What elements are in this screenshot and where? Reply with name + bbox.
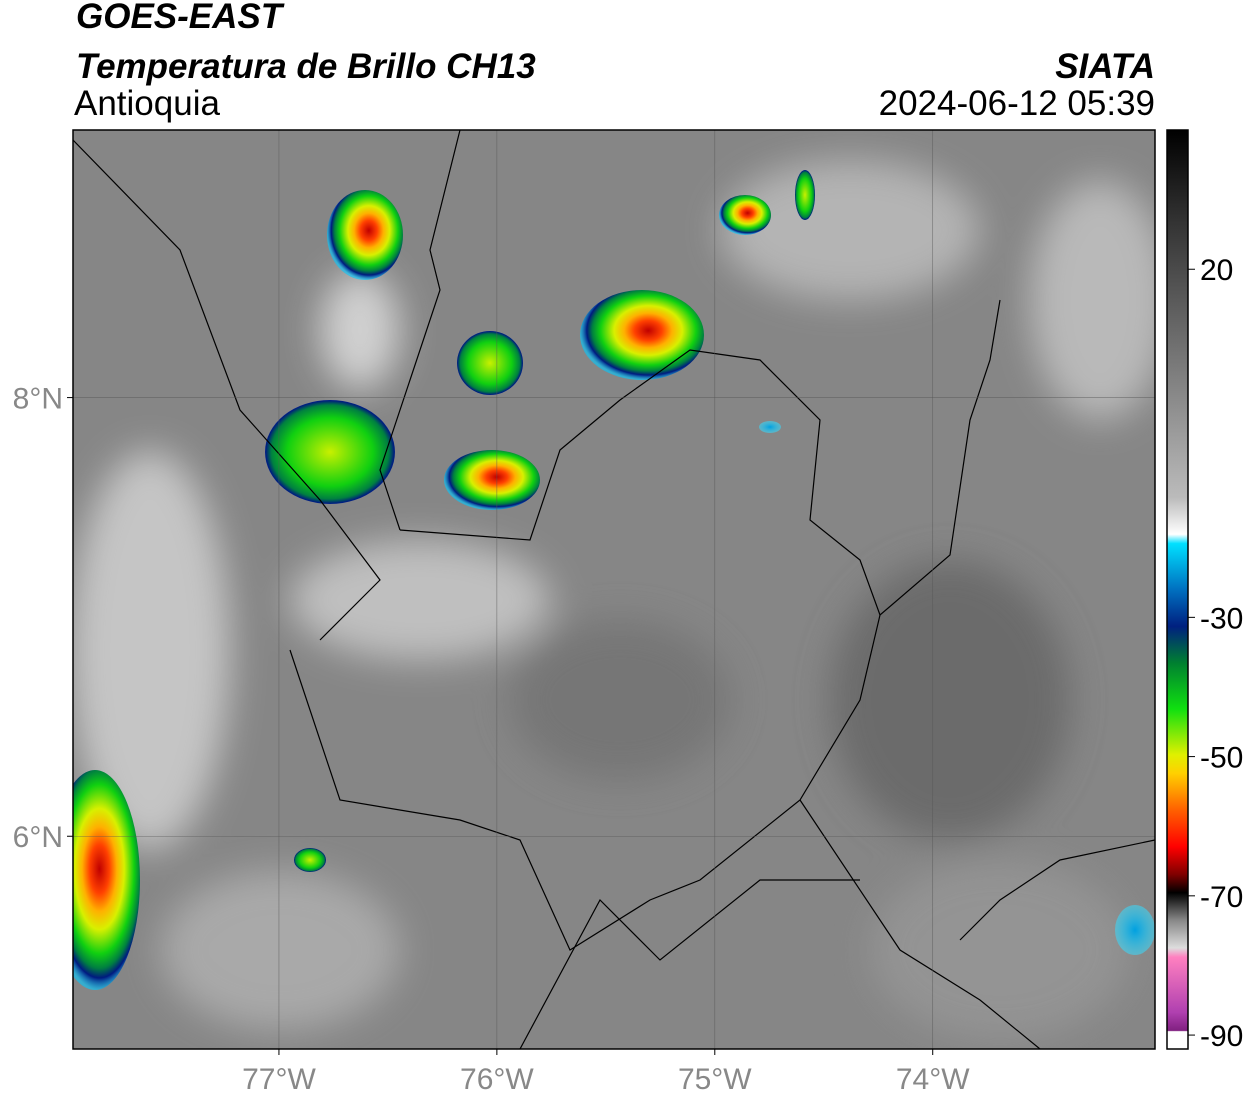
y-tick-label: 6°N: [13, 821, 63, 854]
title: GOES-EAST: [76, 0, 285, 36]
colorbar: [1166, 129, 1189, 1050]
y-tick-label: 8°N: [13, 383, 63, 416]
satellite-image: [73, 130, 1155, 1049]
source: SIATA: [1055, 47, 1155, 86]
colorbar-label: -50: [1200, 742, 1243, 775]
timestamp: 2024-06-12 05:39: [879, 84, 1155, 123]
x-tick-label: 75°W: [678, 1063, 752, 1096]
colorbar-label: -70: [1200, 881, 1243, 914]
map-frame: [72, 129, 1156, 1050]
colorbar-label: 20: [1200, 254, 1233, 287]
colorbar-label: -30: [1200, 602, 1243, 635]
x-tick-label: 74°W: [896, 1063, 970, 1096]
region: Antioquia: [74, 84, 220, 123]
colorbar-label: -90: [1200, 1020, 1243, 1053]
x-tick-label: 77°W: [242, 1063, 316, 1096]
subtitle: Temperatura de Brillo CH13: [76, 47, 536, 86]
x-tick-label: 76°W: [460, 1063, 534, 1096]
